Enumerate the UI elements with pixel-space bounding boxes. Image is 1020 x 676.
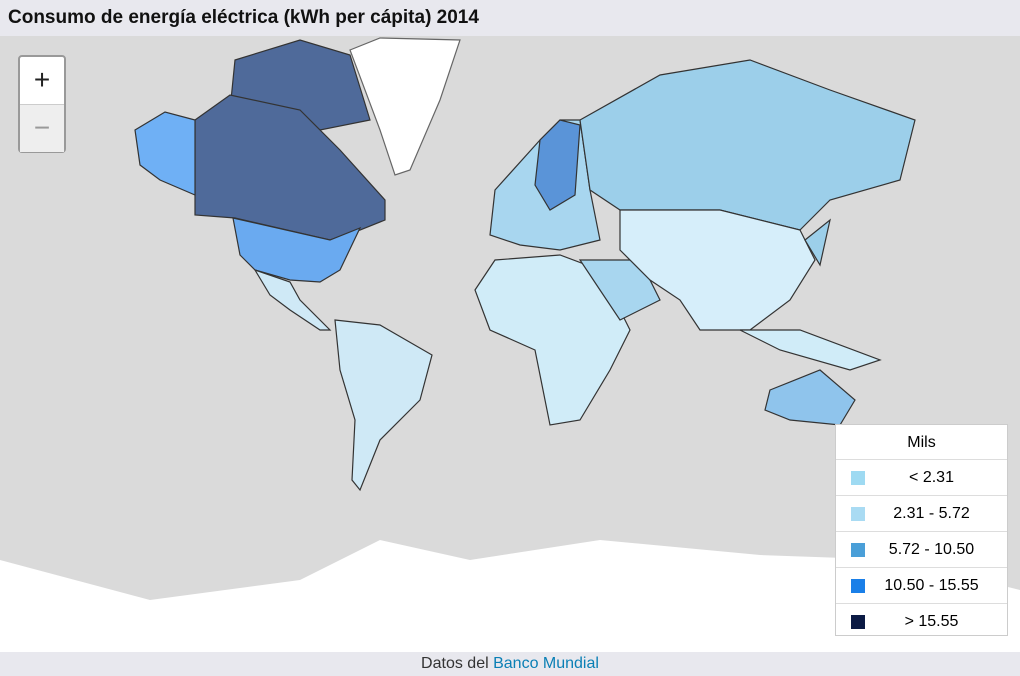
japan	[804, 218, 831, 267]
legend-label: 10.50 - 15.55	[884, 577, 979, 594]
scandinavia	[534, 119, 581, 211]
legend-swatch	[851, 471, 865, 485]
antarctica	[0, 540, 1020, 652]
russia	[579, 59, 916, 231]
greenland	[349, 37, 461, 176]
world-map	[0, 37, 1020, 652]
legend: Mils < 2.31 2.31 - 5.72 5.72 - 10.50 10.50 …	[835, 424, 1008, 636]
africa	[474, 254, 631, 426]
legend-label: < 2.31	[909, 469, 954, 486]
legend-swatch	[851, 507, 865, 521]
legend-label: 2.31 - 5.72	[893, 505, 970, 522]
zoom-control: + −	[18, 55, 66, 153]
legend-item: > 15.55	[836, 603, 1007, 639]
central-america	[253, 268, 332, 331]
legend-swatch	[851, 579, 865, 593]
legend-title: Mils	[907, 434, 936, 451]
south-america	[334, 319, 433, 492]
canada	[194, 94, 386, 241]
legend-item: 5.72 - 10.50	[836, 531, 1007, 567]
legend-item: 10.50 - 15.55	[836, 567, 1007, 603]
footer-link[interactable]: Banco Mundial	[493, 655, 599, 672]
legend-swatch	[851, 615, 865, 629]
legend-label: > 15.55	[904, 613, 959, 630]
asia	[619, 209, 816, 331]
alaska	[134, 111, 196, 196]
legend-label: 5.72 - 10.50	[888, 541, 975, 558]
zoom-in[interactable]: +	[33, 64, 51, 95]
legend-item: < 2.31	[836, 459, 1007, 495]
australia	[764, 369, 856, 426]
usa	[232, 217, 362, 283]
legend-swatch	[851, 543, 865, 557]
legend-item: 2.31 - 5.72	[836, 495, 1007, 531]
zoom-out[interactable]: −	[20, 104, 64, 152]
footer-text: Datos del	[421, 655, 489, 672]
footer: Datos del Banco Mundial	[0, 652, 1020, 676]
southeast-asia	[739, 329, 882, 371]
title: Consumo de energía eléctrica (kWh per cá…	[0, 0, 1020, 36]
